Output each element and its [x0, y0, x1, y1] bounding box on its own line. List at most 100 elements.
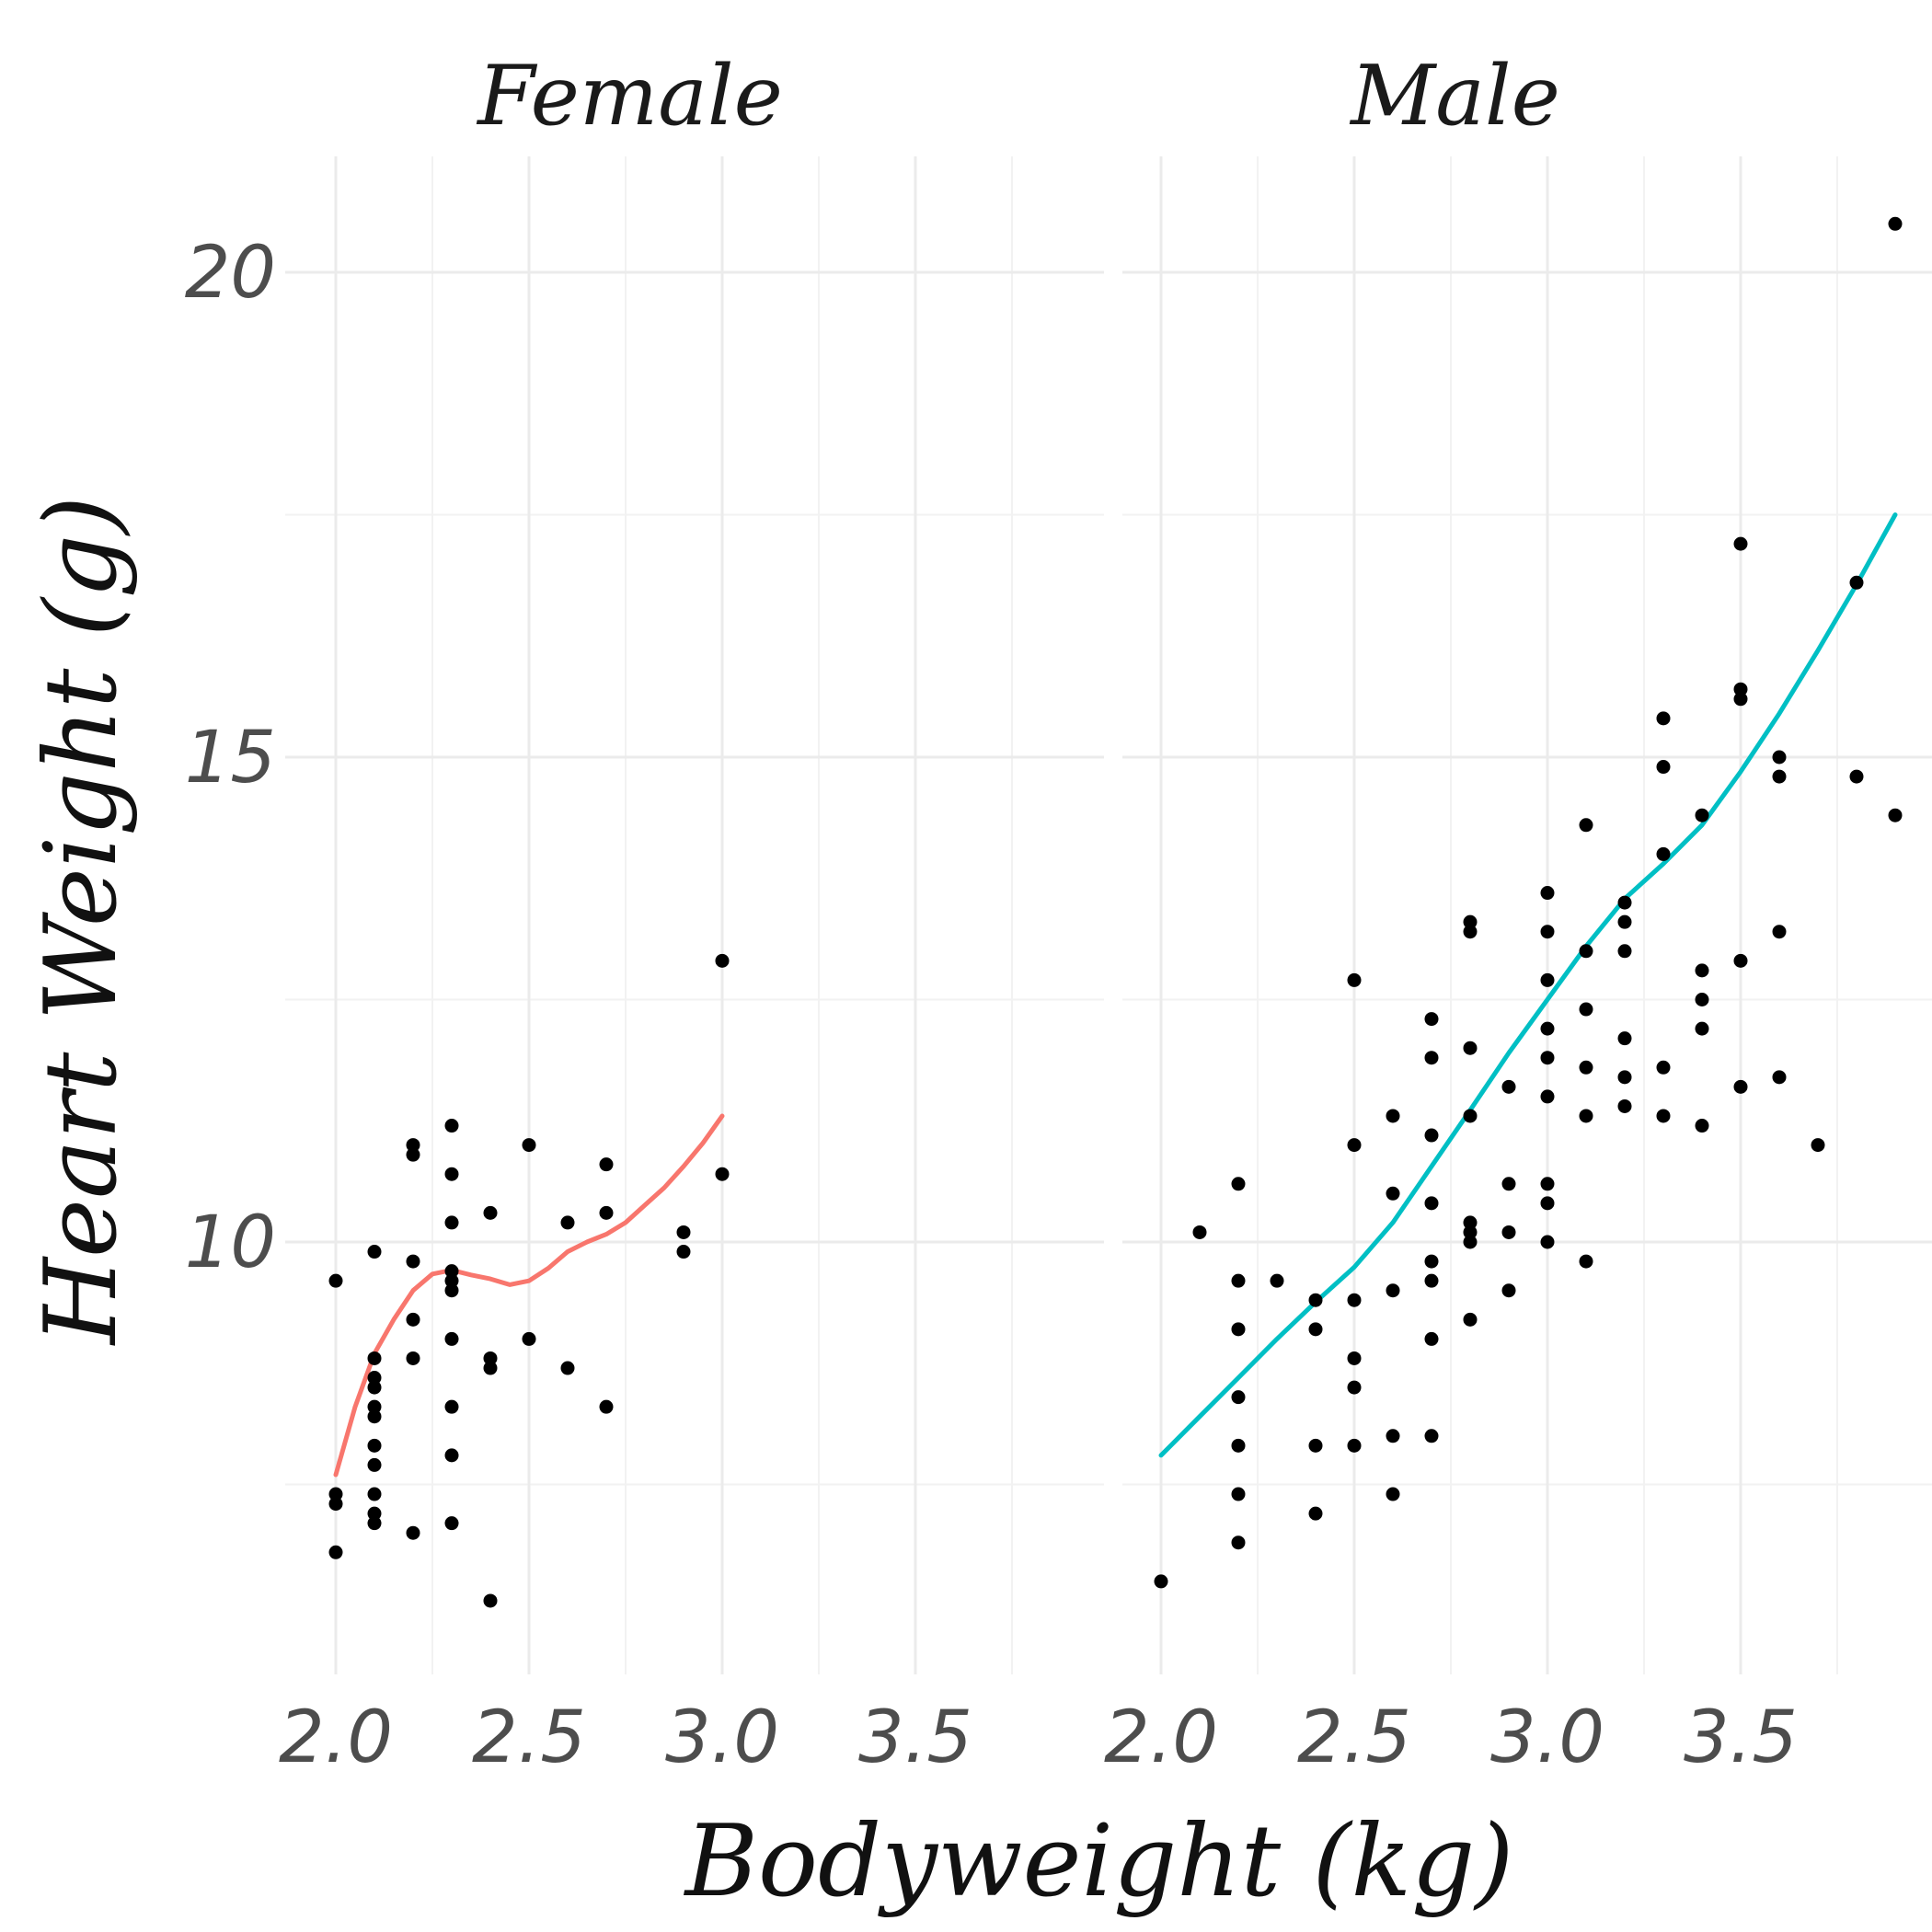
data-point — [328, 1497, 343, 1512]
data-point — [1540, 886, 1555, 901]
data-point — [483, 1205, 498, 1220]
data-point — [1386, 1283, 1400, 1298]
data-point — [1231, 1322, 1246, 1337]
data-point — [1386, 1109, 1400, 1123]
y-tick-label: 15 — [185, 717, 276, 799]
data-point — [1424, 1331, 1439, 1346]
x-tick-label: 2.0 — [279, 1696, 393, 1779]
data-point — [1733, 1079, 1748, 1094]
data-point — [1617, 1031, 1632, 1046]
data-point — [1540, 1177, 1555, 1191]
data-point — [1579, 944, 1593, 959]
data-point — [1733, 536, 1748, 551]
plot-area: Female 2.0 2.5 3.0 3.5 Male 2.0 2.5 3.0 3.5 10 15 20 — [185, 48, 1932, 1779]
data-point — [1617, 914, 1632, 929]
data-point — [1154, 1574, 1168, 1589]
data-point — [599, 1157, 614, 1172]
y-axis-title: Heart Weight (g) — [24, 496, 139, 1346]
data-point — [367, 1516, 382, 1531]
data-point — [1656, 760, 1671, 775]
data-point — [1617, 1070, 1632, 1085]
data-point — [560, 1361, 575, 1375]
data-point — [599, 1399, 614, 1414]
y-tick-label: 20 — [185, 232, 276, 315]
data-point — [1424, 1051, 1439, 1065]
data-point — [406, 1351, 420, 1365]
data-point — [1695, 1119, 1709, 1133]
data-point — [1579, 1254, 1593, 1269]
data-point — [1772, 769, 1787, 784]
data-point — [1617, 895, 1632, 910]
data-point — [328, 1487, 343, 1501]
data-point — [367, 1371, 382, 1386]
data-point — [1656, 1060, 1671, 1075]
data-point — [1231, 1390, 1246, 1405]
data-point — [1424, 1429, 1439, 1443]
data-point — [1888, 216, 1903, 231]
data-point — [1424, 1196, 1439, 1211]
x-tick-label: 2.5 — [472, 1696, 586, 1779]
data-point — [1540, 1051, 1555, 1065]
data-point — [1347, 1351, 1362, 1365]
data-point — [444, 1283, 459, 1298]
data-point — [1386, 1487, 1400, 1501]
data-point — [406, 1254, 420, 1269]
data-point — [367, 1399, 382, 1414]
data-point — [406, 1147, 420, 1162]
data-point — [1617, 1098, 1632, 1113]
data-point — [1501, 1177, 1516, 1191]
data-point — [444, 1273, 459, 1288]
data-point — [444, 1516, 459, 1531]
data-point — [522, 1331, 536, 1346]
data-point — [1849, 769, 1864, 784]
data-point — [1501, 1079, 1516, 1094]
data-point — [483, 1351, 498, 1365]
data-point — [1656, 711, 1671, 726]
data-point — [1231, 1177, 1246, 1191]
data-point — [444, 1448, 459, 1463]
data-point — [1849, 575, 1864, 590]
data-point — [367, 1380, 382, 1395]
data-point — [1463, 1235, 1478, 1249]
data-point — [1811, 1138, 1825, 1153]
data-point — [444, 1331, 459, 1346]
data-point — [599, 1205, 614, 1220]
data-point — [367, 1506, 382, 1521]
data-point — [1231, 1273, 1246, 1288]
x-tick-label: 2.5 — [1297, 1696, 1411, 1779]
data-point — [367, 1487, 382, 1501]
data-point — [1733, 953, 1748, 968]
facet-title-male: Male — [1349, 48, 1560, 144]
x-tick-label: 3.0 — [665, 1696, 779, 1779]
data-point — [560, 1215, 575, 1230]
data-point — [1695, 808, 1709, 822]
data-point — [1579, 818, 1593, 833]
data-point — [1347, 1438, 1362, 1453]
data-point — [1772, 1070, 1787, 1085]
data-point — [1192, 1225, 1207, 1239]
data-point — [1733, 682, 1748, 696]
data-point — [1579, 1109, 1593, 1123]
data-point — [444, 1215, 459, 1230]
data-point — [1347, 972, 1362, 987]
y-tick-label: 10 — [185, 1202, 276, 1284]
facet-panel-female: Female 2.0 2.5 3.0 3.5 — [279, 48, 1104, 1779]
data-point — [1656, 846, 1671, 861]
data-point — [1656, 1109, 1671, 1123]
data-point — [367, 1245, 382, 1259]
data-point — [1540, 1021, 1555, 1036]
data-point — [1270, 1273, 1284, 1288]
data-point — [406, 1525, 420, 1540]
data-point — [1579, 1002, 1593, 1017]
data-point — [1463, 1109, 1478, 1123]
data-point — [1540, 1235, 1555, 1249]
data-point — [1501, 1225, 1516, 1239]
facet-title-female: Female — [476, 48, 783, 144]
data-point — [1347, 1380, 1362, 1395]
data-point — [1308, 1322, 1323, 1337]
data-point — [1424, 1128, 1439, 1143]
data-point — [1501, 1283, 1516, 1298]
data-point — [1347, 1293, 1362, 1307]
data-point — [367, 1457, 382, 1472]
